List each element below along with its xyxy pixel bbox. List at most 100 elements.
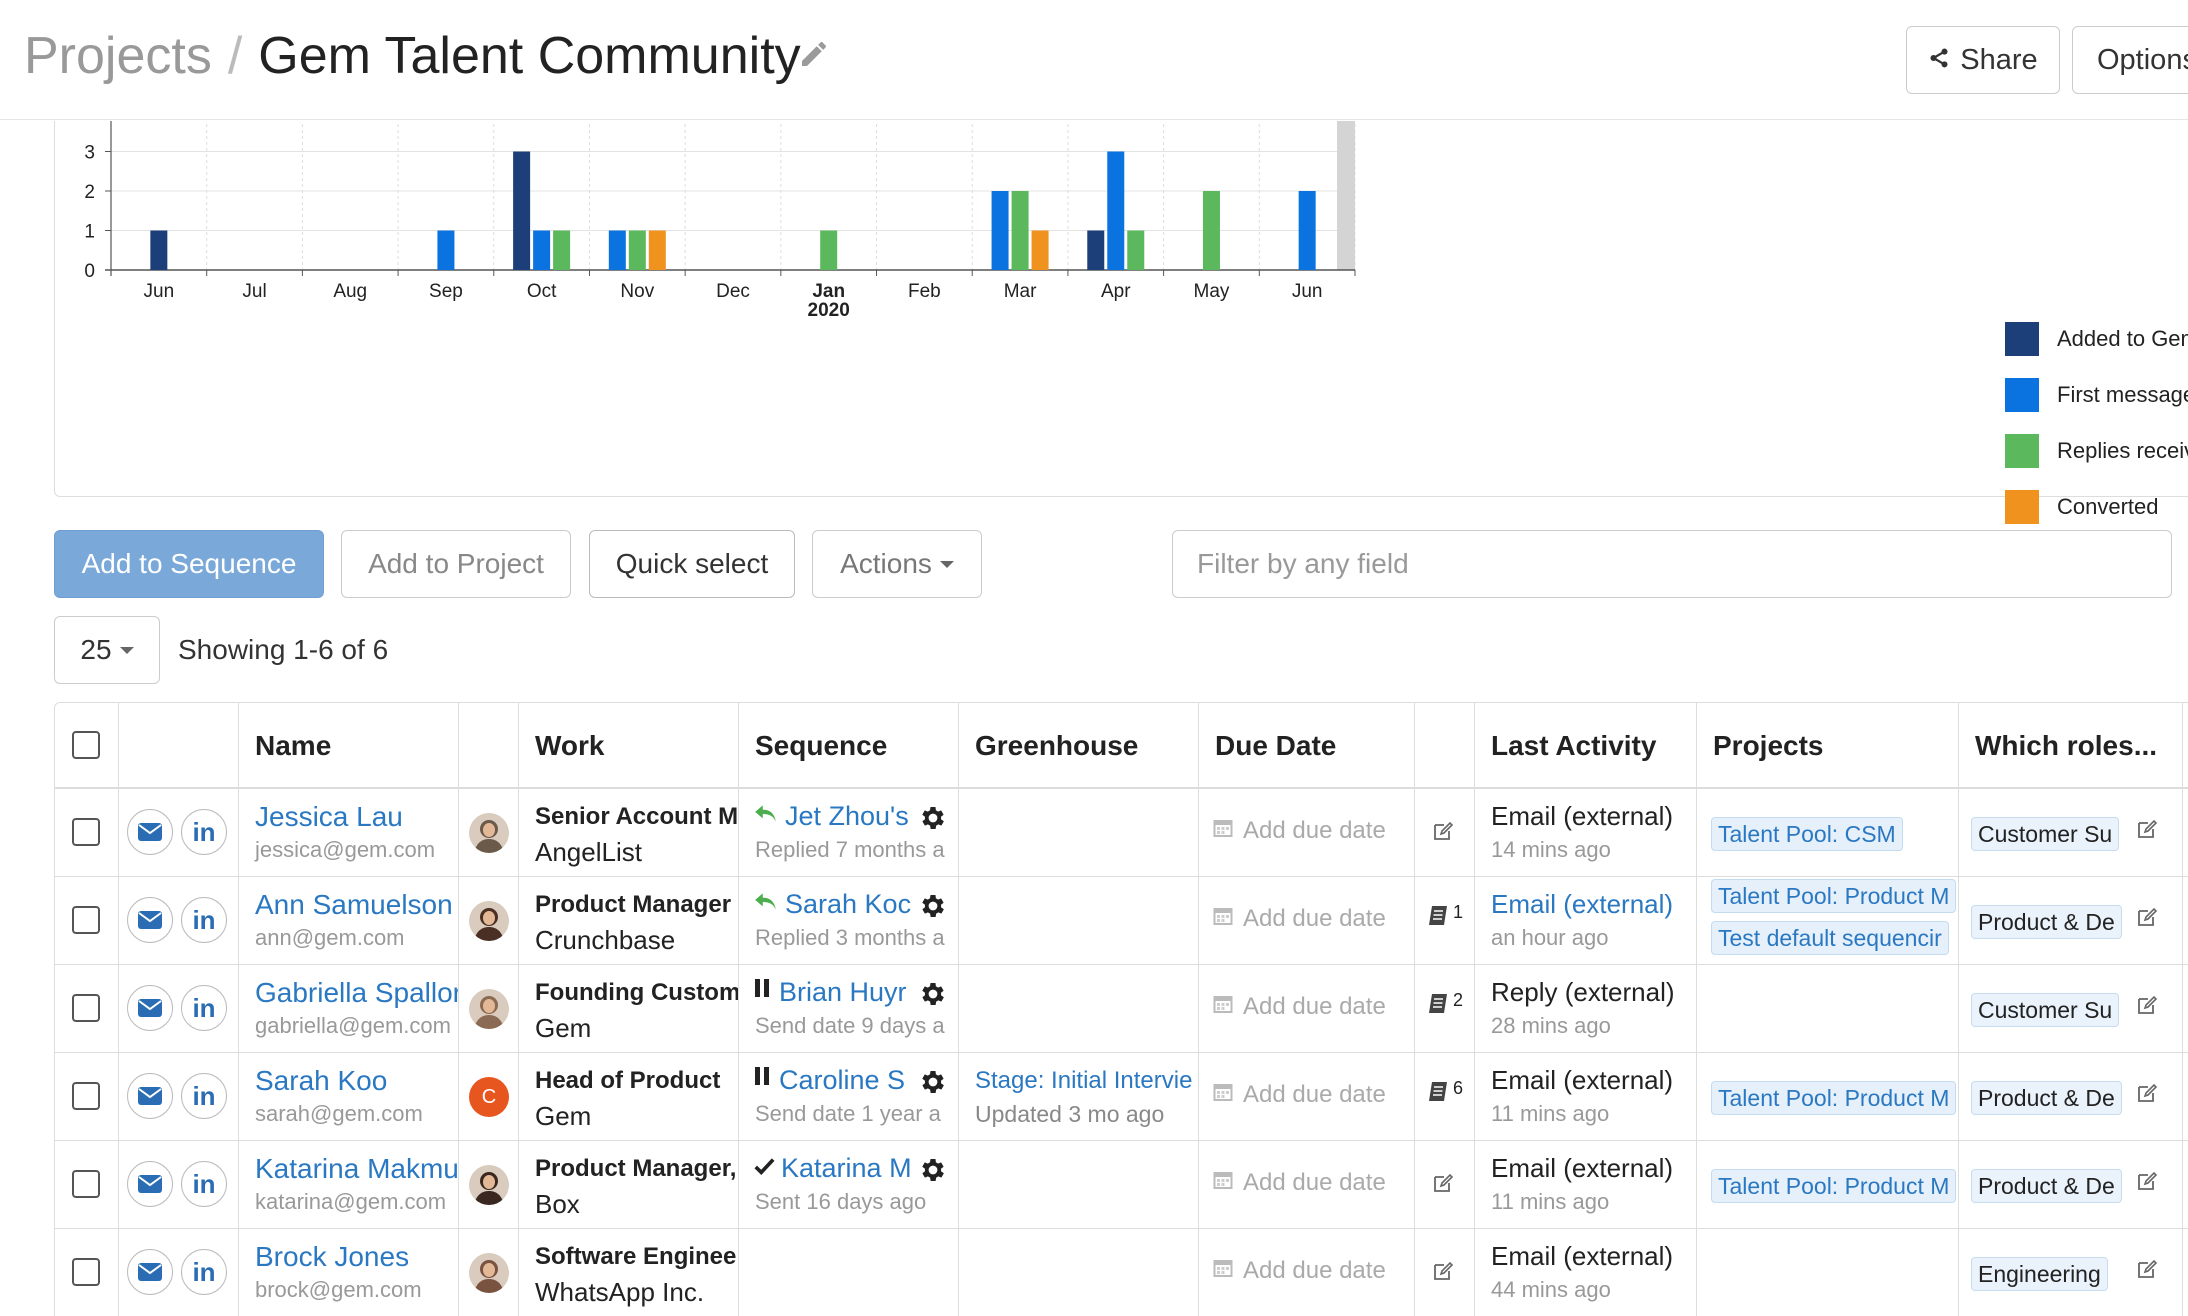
column-header-work[interactable]: Work (519, 703, 739, 787)
project-tag[interactable]: Talent Pool: Product M (1711, 879, 1957, 913)
email-icon[interactable] (127, 1161, 173, 1207)
sequence-link[interactable]: Brian Huyr (779, 977, 907, 1007)
gear-icon[interactable] (918, 1067, 948, 1097)
project-tag[interactable]: Talent Pool: Product M (1711, 1081, 1957, 1115)
add-note-button[interactable] (1431, 819, 1455, 850)
email-icon[interactable] (127, 809, 173, 855)
candidate-name-link[interactable]: Jessica Lau (255, 801, 403, 832)
column-header-last-activity[interactable]: Last Activity (1475, 703, 1697, 787)
email-icon[interactable] (127, 1073, 173, 1119)
candidate-name-link[interactable]: Katarina Makmu (255, 1153, 459, 1184)
edit-title-pencil-icon[interactable] (798, 38, 830, 70)
share-button[interactable]: Share (1906, 26, 2060, 94)
edit-role-icon[interactable] (2135, 1169, 2163, 1197)
column-header-due-date[interactable]: Due Date (1199, 703, 1415, 787)
column-header-roles[interactable]: Which roles... (1959, 703, 2183, 787)
add-to-sequence-button[interactable]: Add to Sequence (54, 530, 324, 598)
edit-role-icon[interactable] (2135, 817, 2163, 845)
column-header-greenhouse[interactable]: Greenhouse (959, 703, 1199, 787)
last-activity-time: an hour ago (1491, 925, 1609, 950)
sequence-link[interactable]: Caroline S (779, 1065, 906, 1095)
legend-item[interactable]: Replies received (2005, 423, 2188, 479)
edit-role-icon[interactable] (2135, 1257, 2163, 1285)
email-icon[interactable] (127, 985, 173, 1031)
linkedin-icon[interactable]: in (181, 985, 227, 1031)
gear-icon[interactable] (918, 979, 948, 1009)
edit-role-icon[interactable] (2135, 993, 2163, 1021)
linkedin-icon[interactable]: in (181, 809, 227, 855)
linkedin-icon[interactable]: in (181, 1249, 227, 1295)
sequence-link[interactable]: Sarah Koc (785, 889, 912, 919)
legend-item[interactable]: First messages (2005, 367, 2188, 423)
table-row[interactable]: in Brock Jones brock@gem.com Software Engin… (55, 1229, 2188, 1316)
linkedin-icon[interactable]: in (181, 1073, 227, 1119)
add-due-date-button[interactable]: Add due date (1213, 817, 1386, 845)
add-due-date-button[interactable]: Add due date (1213, 993, 1386, 1021)
sequence-status: Sent 16 days ago (755, 1189, 927, 1214)
email-icon[interactable] (127, 897, 173, 943)
row-checkbox[interactable] (72, 994, 100, 1022)
sequence-link[interactable]: Katarina M (781, 1153, 912, 1183)
legend-item[interactable]: Added to Gem (2005, 311, 2188, 367)
add-note-button[interactable] (1431, 1259, 1455, 1290)
select-all-checkbox[interactable] (72, 731, 100, 759)
project-tag[interactable]: Talent Pool: CSM (1711, 817, 1903, 851)
table-row[interactable]: in Katarina Makmu katarina@gem.com Product … (55, 1141, 2188, 1229)
edit-note-icon (1431, 819, 1455, 850)
table-row[interactable]: in Sarah Koo sarah@gem.com C Head of Product… (55, 1053, 2188, 1141)
table-row[interactable]: in Gabriella Spallor gabriella@gem.com Foun… (55, 965, 2188, 1053)
job-title: Product Manager, (535, 1155, 737, 1182)
sequence-link[interactable]: Jet Zhou's (785, 801, 909, 831)
x-tick-label: Jun (1292, 281, 1323, 302)
gear-icon[interactable] (918, 1155, 948, 1185)
project-tag[interactable]: Talent Pool: Product M (1711, 1169, 1957, 1203)
row-checkbox[interactable] (72, 906, 100, 934)
row-checkbox[interactable] (72, 1170, 100, 1198)
email-icon[interactable] (127, 1249, 173, 1295)
notes-button[interactable]: 1 (1427, 903, 1463, 936)
column-header-sequence[interactable]: Sequence (739, 703, 959, 787)
row-checkbox[interactable] (72, 1258, 100, 1286)
breadcrumb-projects-link[interactable]: Projects (24, 27, 212, 85)
linkedin-icon[interactable]: in (181, 1161, 227, 1207)
gear-icon[interactable] (918, 891, 948, 921)
add-note-button[interactable] (1431, 1171, 1455, 1202)
project-tag[interactable]: Test default sequencir (1711, 921, 1949, 955)
row-checkbox[interactable] (72, 1082, 100, 1110)
avatar: C (469, 1077, 509, 1117)
edit-role-icon[interactable] (2135, 905, 2163, 933)
candidate-name-link[interactable]: Ann Samuelson (255, 889, 453, 920)
page-size-select[interactable]: 25 (54, 616, 160, 684)
x-tick-label: Feb (908, 281, 941, 302)
greenhouse-stage-link[interactable]: Stage: Initial Intervie (975, 1067, 1193, 1094)
last-activity-type[interactable]: Email (external) (1491, 889, 1674, 919)
row-checkbox[interactable] (72, 818, 100, 846)
role-tag: Product & De (1971, 905, 2122, 939)
actions-dropdown[interactable]: Actions (812, 530, 982, 598)
add-due-date-button[interactable]: Add due date (1213, 1081, 1386, 1109)
sequence-status: Send date 9 days a (755, 1013, 945, 1038)
filter-input[interactable] (1172, 530, 2172, 598)
candidate-name-link[interactable]: Brock Jones (255, 1241, 410, 1272)
table-row[interactable]: in Ann Samuelson ann@gem.com Product Manage… (55, 877, 2188, 965)
options-button[interactable]: Options (2072, 26, 2188, 94)
add-due-date-button[interactable]: Add due date (1213, 1169, 1386, 1197)
candidate-email: ann@gem.com (255, 925, 405, 950)
add-to-project-button[interactable]: Add to Project (341, 530, 571, 598)
add-due-date-button[interactable]: Add due date (1213, 1257, 1386, 1285)
linkedin-icon[interactable]: in (181, 897, 227, 943)
add-due-date-button[interactable]: Add due date (1213, 905, 1386, 933)
notes-button[interactable]: 6 (1427, 1079, 1463, 1112)
legend-item[interactable]: Converted (2005, 479, 2188, 535)
quick-select-button[interactable]: Quick select (589, 530, 795, 598)
table-row[interactable]: in Jessica Lau jessica@gem.com Senior Accou… (55, 789, 2188, 877)
notes-button[interactable]: 2 (1427, 991, 1463, 1024)
gear-icon[interactable] (918, 803, 948, 833)
role-tag: Customer Su (1971, 993, 2120, 1027)
edit-role-icon[interactable] (2135, 1081, 2163, 1109)
candidate-name-link[interactable]: Gabriella Spallor (255, 977, 459, 1008)
candidate-name-link[interactable]: Sarah Koo (255, 1065, 388, 1096)
options-label: Options (2097, 43, 2188, 76)
column-header-name[interactable]: Name (239, 703, 459, 787)
column-header-projects[interactable]: Projects (1697, 703, 1959, 787)
